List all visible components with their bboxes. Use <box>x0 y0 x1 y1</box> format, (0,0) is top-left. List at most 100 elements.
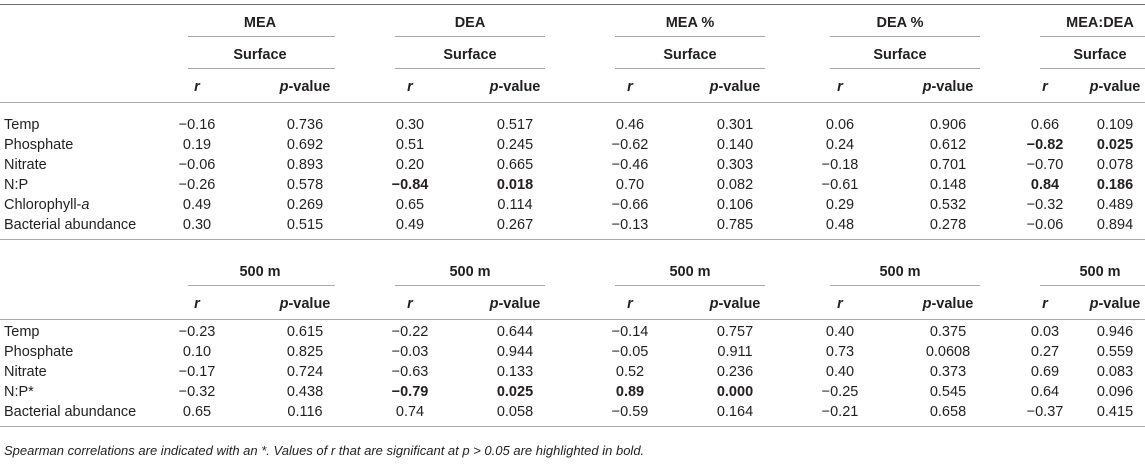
p-value: 0.911 <box>717 344 753 360</box>
group-rule <box>395 285 545 286</box>
p-value: 0.545 <box>929 384 967 400</box>
r-value: 0.48 <box>825 217 855 233</box>
p-value: 0.109 <box>1096 117 1134 133</box>
row-label: N:P <box>4 177 29 193</box>
p-value-header: p-value <box>1089 296 1141 312</box>
r-value: 0.69 <box>1030 364 1060 380</box>
p-value: 0.0608 <box>925 344 971 360</box>
r-value: −0.18 <box>821 157 859 173</box>
r-value: −0.59 <box>611 404 649 420</box>
r-value: −0.03 <box>391 344 429 360</box>
r-header: r <box>1042 79 1048 95</box>
p-value: 0.278 <box>929 217 967 233</box>
r-value: −0.05 <box>611 344 649 360</box>
r-header: r <box>627 296 633 312</box>
group-header: MEA <box>243 15 277 31</box>
p-value: 0.114 <box>497 197 533 213</box>
r-value: 0.46 <box>615 117 645 133</box>
table-rule <box>0 4 1145 5</box>
p-value: 0.658 <box>929 404 967 420</box>
p-value: 0.096 <box>1096 384 1134 400</box>
p-value: 0.018 <box>496 177 534 193</box>
r-value: 0.84 <box>1030 177 1060 193</box>
group-header: MEA:DEA <box>1066 15 1134 31</box>
p-value-header: p-value <box>489 79 541 95</box>
p-value: 0.946 <box>1096 324 1134 340</box>
row-label: Chlorophyll-a <box>4 197 90 213</box>
r-value: −0.23 <box>178 324 216 340</box>
row-label: Nitrate <box>4 157 47 173</box>
p-value: 0.301 <box>716 117 754 133</box>
depth-header: Surface <box>443 47 497 63</box>
p-value: 0.245 <box>496 137 534 153</box>
group-header: MEA % <box>665 15 715 31</box>
p-value: 0.489 <box>1096 197 1134 213</box>
group-rule <box>395 68 545 69</box>
r-value: 0.89 <box>615 384 645 400</box>
p-value-header: p-value <box>489 296 541 312</box>
p-value: 0.164 <box>716 404 754 420</box>
table-footnote: Spearman correlations are indicated with… <box>4 443 645 458</box>
r-value: 0.65 <box>182 404 212 420</box>
p-value: 0.025 <box>1096 137 1134 153</box>
p-value: 0.373 <box>929 364 967 380</box>
table-rule <box>0 239 1145 240</box>
depth-header: Surface <box>873 47 927 63</box>
table-rule <box>0 102 1145 103</box>
row-label: Nitrate <box>4 364 47 380</box>
r-value: −0.32 <box>1026 197 1064 213</box>
p-value-header: p-value <box>279 296 331 312</box>
r-value: 0.40 <box>825 324 855 340</box>
p-value: 0.106 <box>716 197 754 213</box>
p-value: 0.893 <box>286 157 324 173</box>
r-value: −0.22 <box>391 324 429 340</box>
depth-header: 500 m <box>669 264 711 280</box>
r-value: −0.16 <box>178 117 216 133</box>
depth-header: Surface <box>233 47 287 63</box>
r-value: −0.46 <box>611 157 649 173</box>
r-header: r <box>407 79 413 95</box>
p-value: 0.082 <box>716 177 754 193</box>
group-rule <box>830 285 980 286</box>
p-value: 0.236 <box>716 364 754 380</box>
r-value: 0.74 <box>395 404 425 420</box>
group-rule <box>188 285 335 286</box>
p-value: 0.612 <box>929 137 967 153</box>
group-rule <box>1040 285 1145 286</box>
depth-header: 500 m <box>879 264 921 280</box>
p-value: 0.644 <box>496 324 534 340</box>
r-value: 0.40 <box>825 364 855 380</box>
p-value: 0.116 <box>287 404 323 420</box>
row-label: Phosphate <box>4 344 74 360</box>
group-rule <box>615 36 765 37</box>
table-rule <box>0 319 1145 320</box>
r-value: −0.63 <box>391 364 429 380</box>
p-value: 0.578 <box>286 177 324 193</box>
r-value: 0.03 <box>1030 324 1060 340</box>
p-value: 0.078 <box>1096 157 1134 173</box>
p-value: 0.701 <box>929 157 967 173</box>
r-value: −0.17 <box>178 364 216 380</box>
p-value: 0.133 <box>496 364 534 380</box>
r-value: 0.24 <box>825 137 855 153</box>
p-value: 0.083 <box>1096 364 1134 380</box>
p-value: 0.906 <box>929 117 967 133</box>
group-rule <box>395 36 545 37</box>
row-label: Phosphate <box>4 137 74 153</box>
depth-header: 500 m <box>1079 264 1121 280</box>
row-label: N:P* <box>4 384 34 400</box>
depth-header: Surface <box>663 47 717 63</box>
p-value: 0.140 <box>716 137 754 153</box>
r-value: 0.64 <box>1030 384 1060 400</box>
r-value: 0.49 <box>395 217 425 233</box>
p-value: 0.267 <box>496 217 534 233</box>
group-rule <box>188 68 335 69</box>
p-value: 0.785 <box>716 217 754 233</box>
group-rule <box>615 68 765 69</box>
r-value: −0.06 <box>1026 217 1064 233</box>
p-value: 0.825 <box>286 344 324 360</box>
p-value: 0.415 <box>1096 404 1134 420</box>
p-value: 0.000 <box>716 384 754 400</box>
p-value: 0.944 <box>496 344 534 360</box>
p-value: 0.615 <box>286 324 324 340</box>
